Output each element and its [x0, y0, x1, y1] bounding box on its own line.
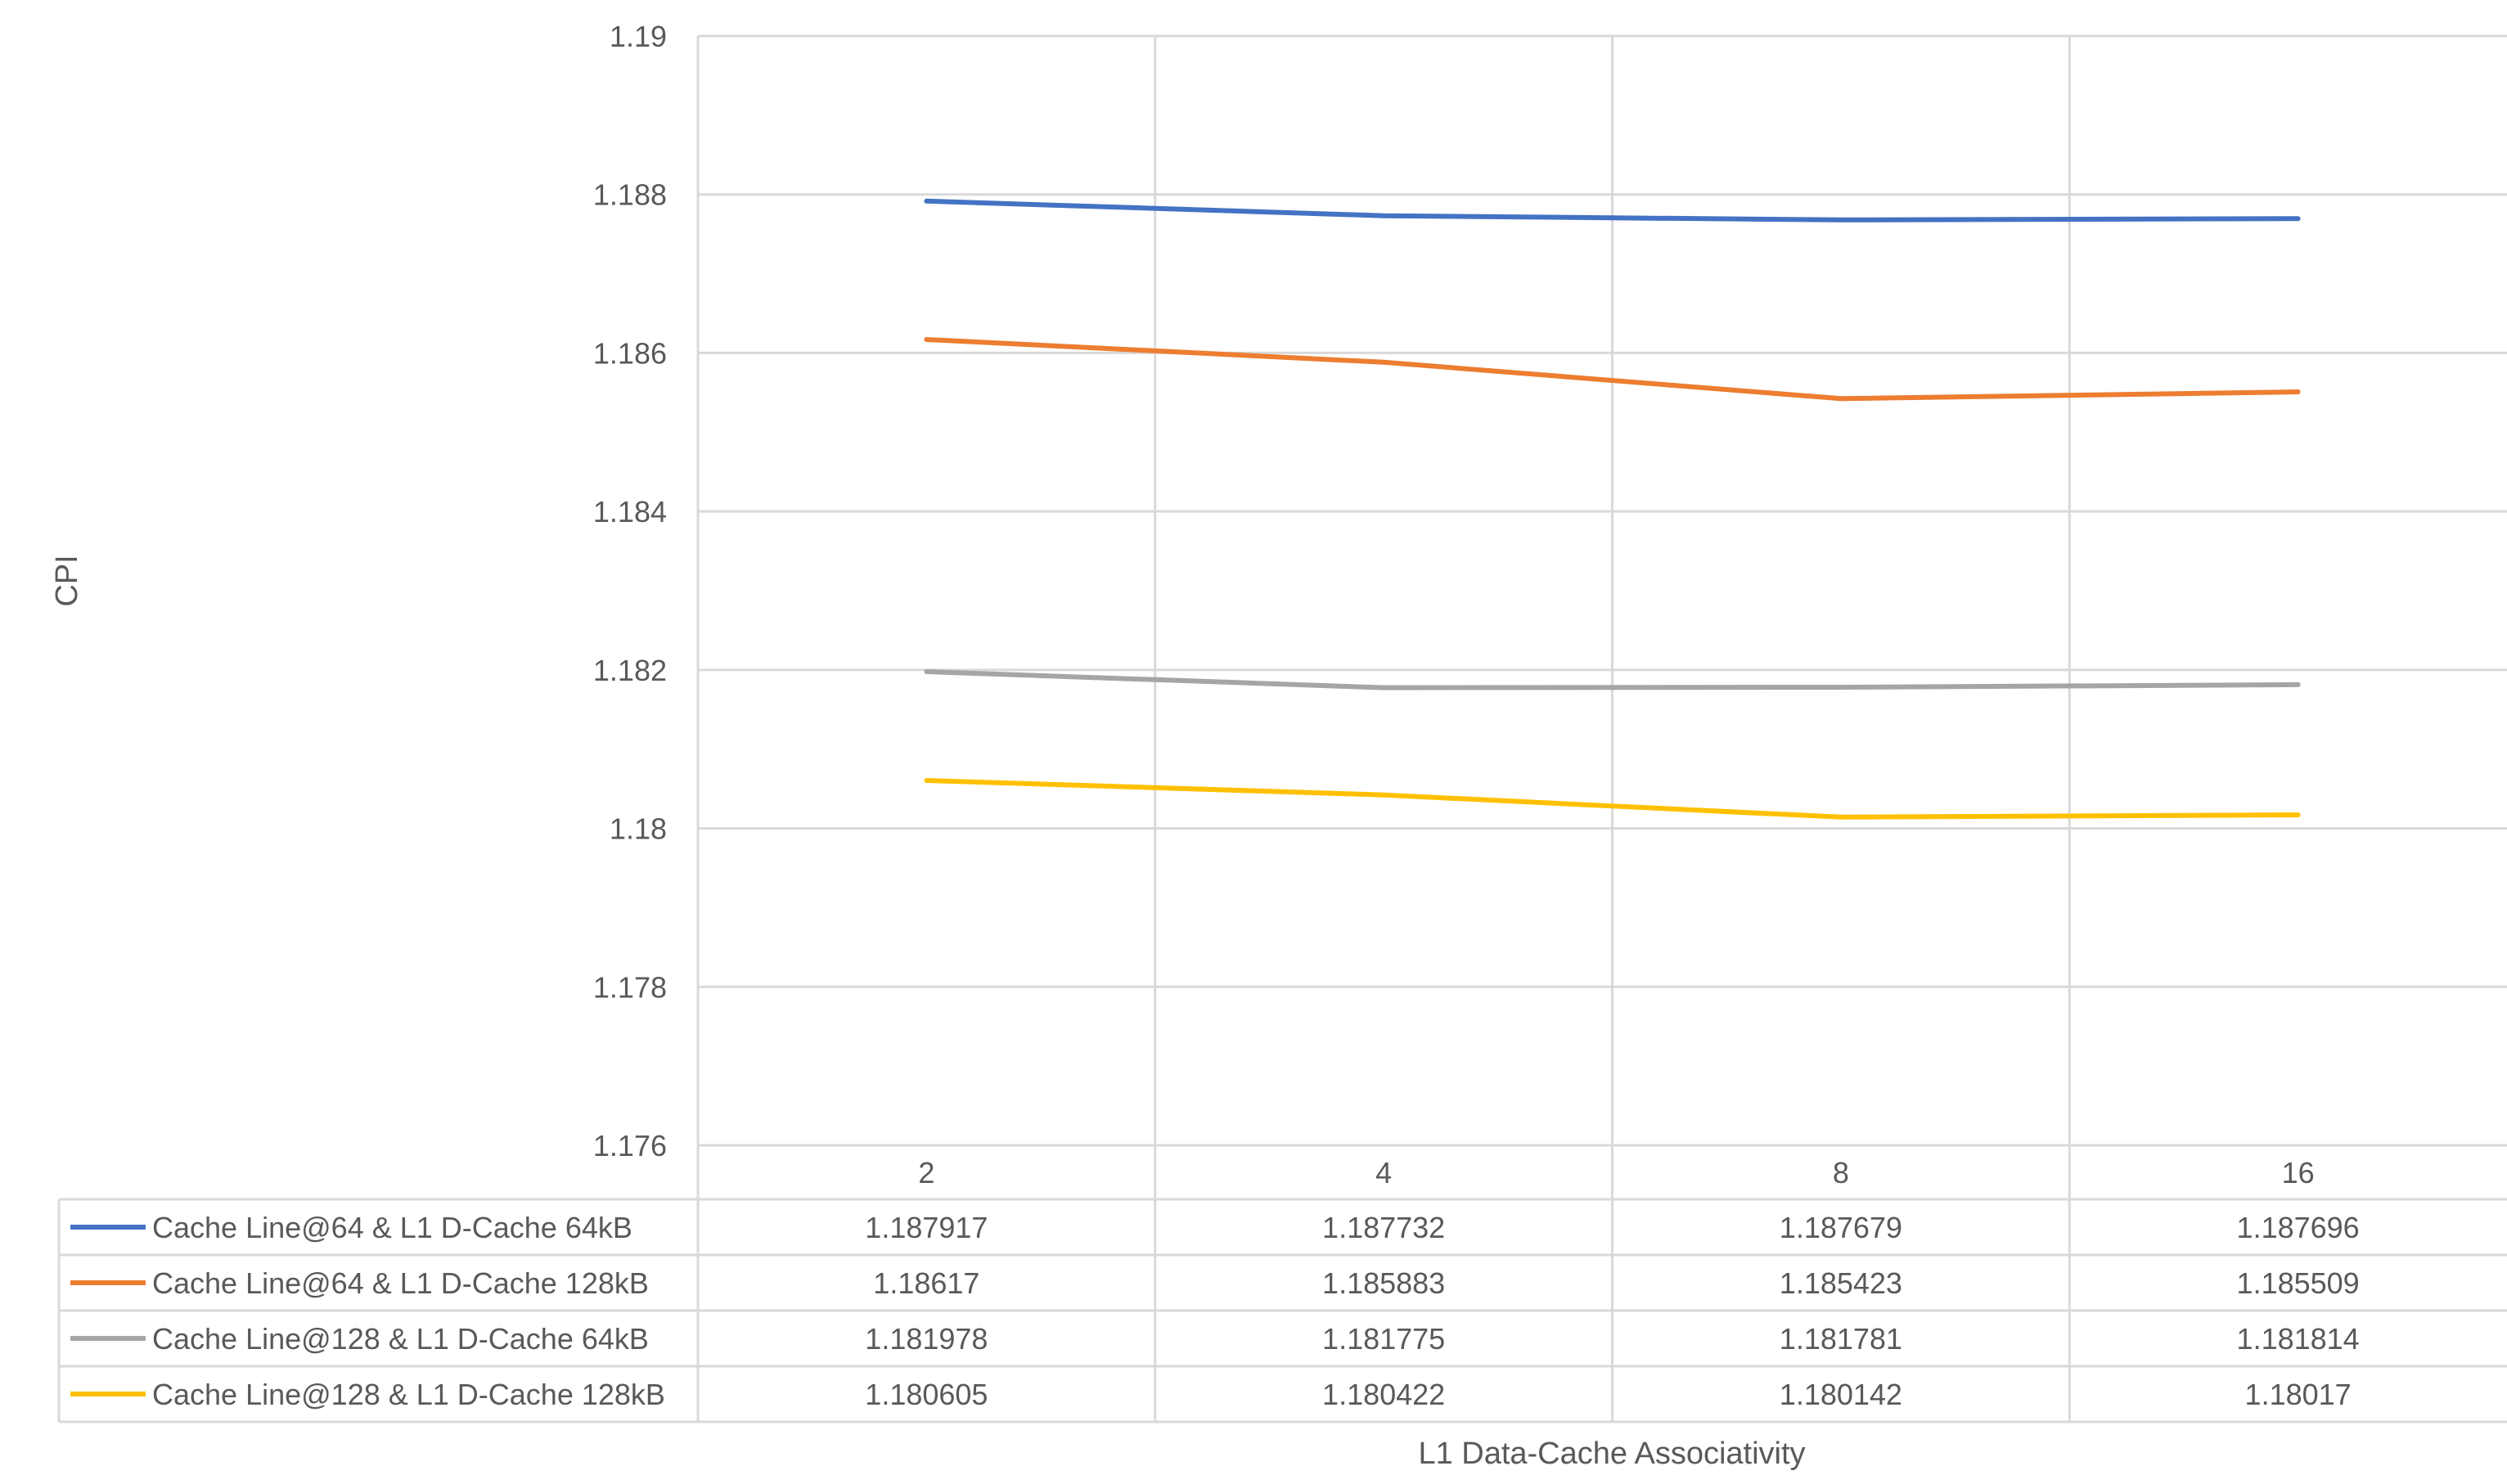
table-value-0-2: 1.187679 [1780, 1211, 1902, 1244]
table-value-3-0: 1.180605 [865, 1378, 988, 1411]
table-value-0-0: 1.187917 [865, 1211, 988, 1244]
legend-label-0: Cache Line@64 & L1 D-Cache 64kB [152, 1211, 632, 1244]
series-lines [924, 198, 2301, 820]
legend-label-3: Cache Line@128 & L1 D-Cache 128kB [152, 1378, 665, 1411]
y-tick-label: 1.176 [593, 1129, 667, 1162]
y-tick-label: 1.19 [610, 20, 667, 53]
table-value-2-0: 1.181978 [865, 1322, 988, 1356]
table-value-1-2: 1.185423 [1780, 1266, 1902, 1300]
x-category-label: 4 [1375, 1156, 1392, 1189]
y-tick-label: 1.178 [593, 970, 667, 1004]
y-axis-title: CPI [50, 555, 84, 606]
table-value-2-1: 1.181775 [1322, 1322, 1445, 1356]
gridlines [696, 34, 2507, 1422]
y-tick-label: 1.184 [593, 495, 667, 528]
x-axis-title: L1 Data-Cache Associativity [1418, 1437, 1805, 1471]
series-line-1 [924, 337, 2301, 402]
x-axis-categories: 2 4 8 16 [918, 1156, 2314, 1189]
x-category-label: 2 [918, 1156, 934, 1189]
table-value-2-3: 1.181814 [2237, 1322, 2360, 1356]
legend-label-1: Cache Line@64 & L1 D-Cache 128kB [152, 1266, 649, 1300]
series-line-0 [924, 198, 2301, 223]
legend-label-2: Cache Line@128 & L1 D-Cache 64kB [152, 1322, 649, 1356]
y-tick-label: 1.186 [593, 336, 667, 370]
table-value-3-1: 1.180422 [1322, 1378, 1445, 1411]
table-value-3-3: 1.18017 [2245, 1378, 2352, 1411]
table-value-2-2: 1.181781 [1780, 1322, 1902, 1356]
table-value-1-0: 1.18617 [873, 1266, 979, 1300]
data-table: Cache Line@64 & L1 D-Cache 64kB 1.187917 1… [57, 1198, 2507, 1423]
y-tick-label: 1.188 [593, 178, 667, 212]
x-category-label: 16 [2282, 1156, 2315, 1189]
y-tick-label: 1.182 [593, 654, 667, 687]
table-value-1-3: 1.185509 [2237, 1266, 2360, 1300]
x-category-label: 8 [1833, 1156, 1849, 1189]
table-value-0-3: 1.187696 [2237, 1211, 2360, 1244]
series-line-3 [924, 778, 2301, 820]
y-axis-ticks: 1.19 1.188 1.186 1.184 1.182 1.18 1.178 1.176 [593, 20, 667, 1162]
table-value-1-1: 1.185883 [1322, 1266, 1445, 1300]
y-tick-label: 1.18 [610, 812, 667, 846]
table-value-0-1: 1.187732 [1322, 1211, 1445, 1244]
series-line-2 [924, 669, 2301, 690]
table-value-3-2: 1.180142 [1780, 1378, 1902, 1411]
